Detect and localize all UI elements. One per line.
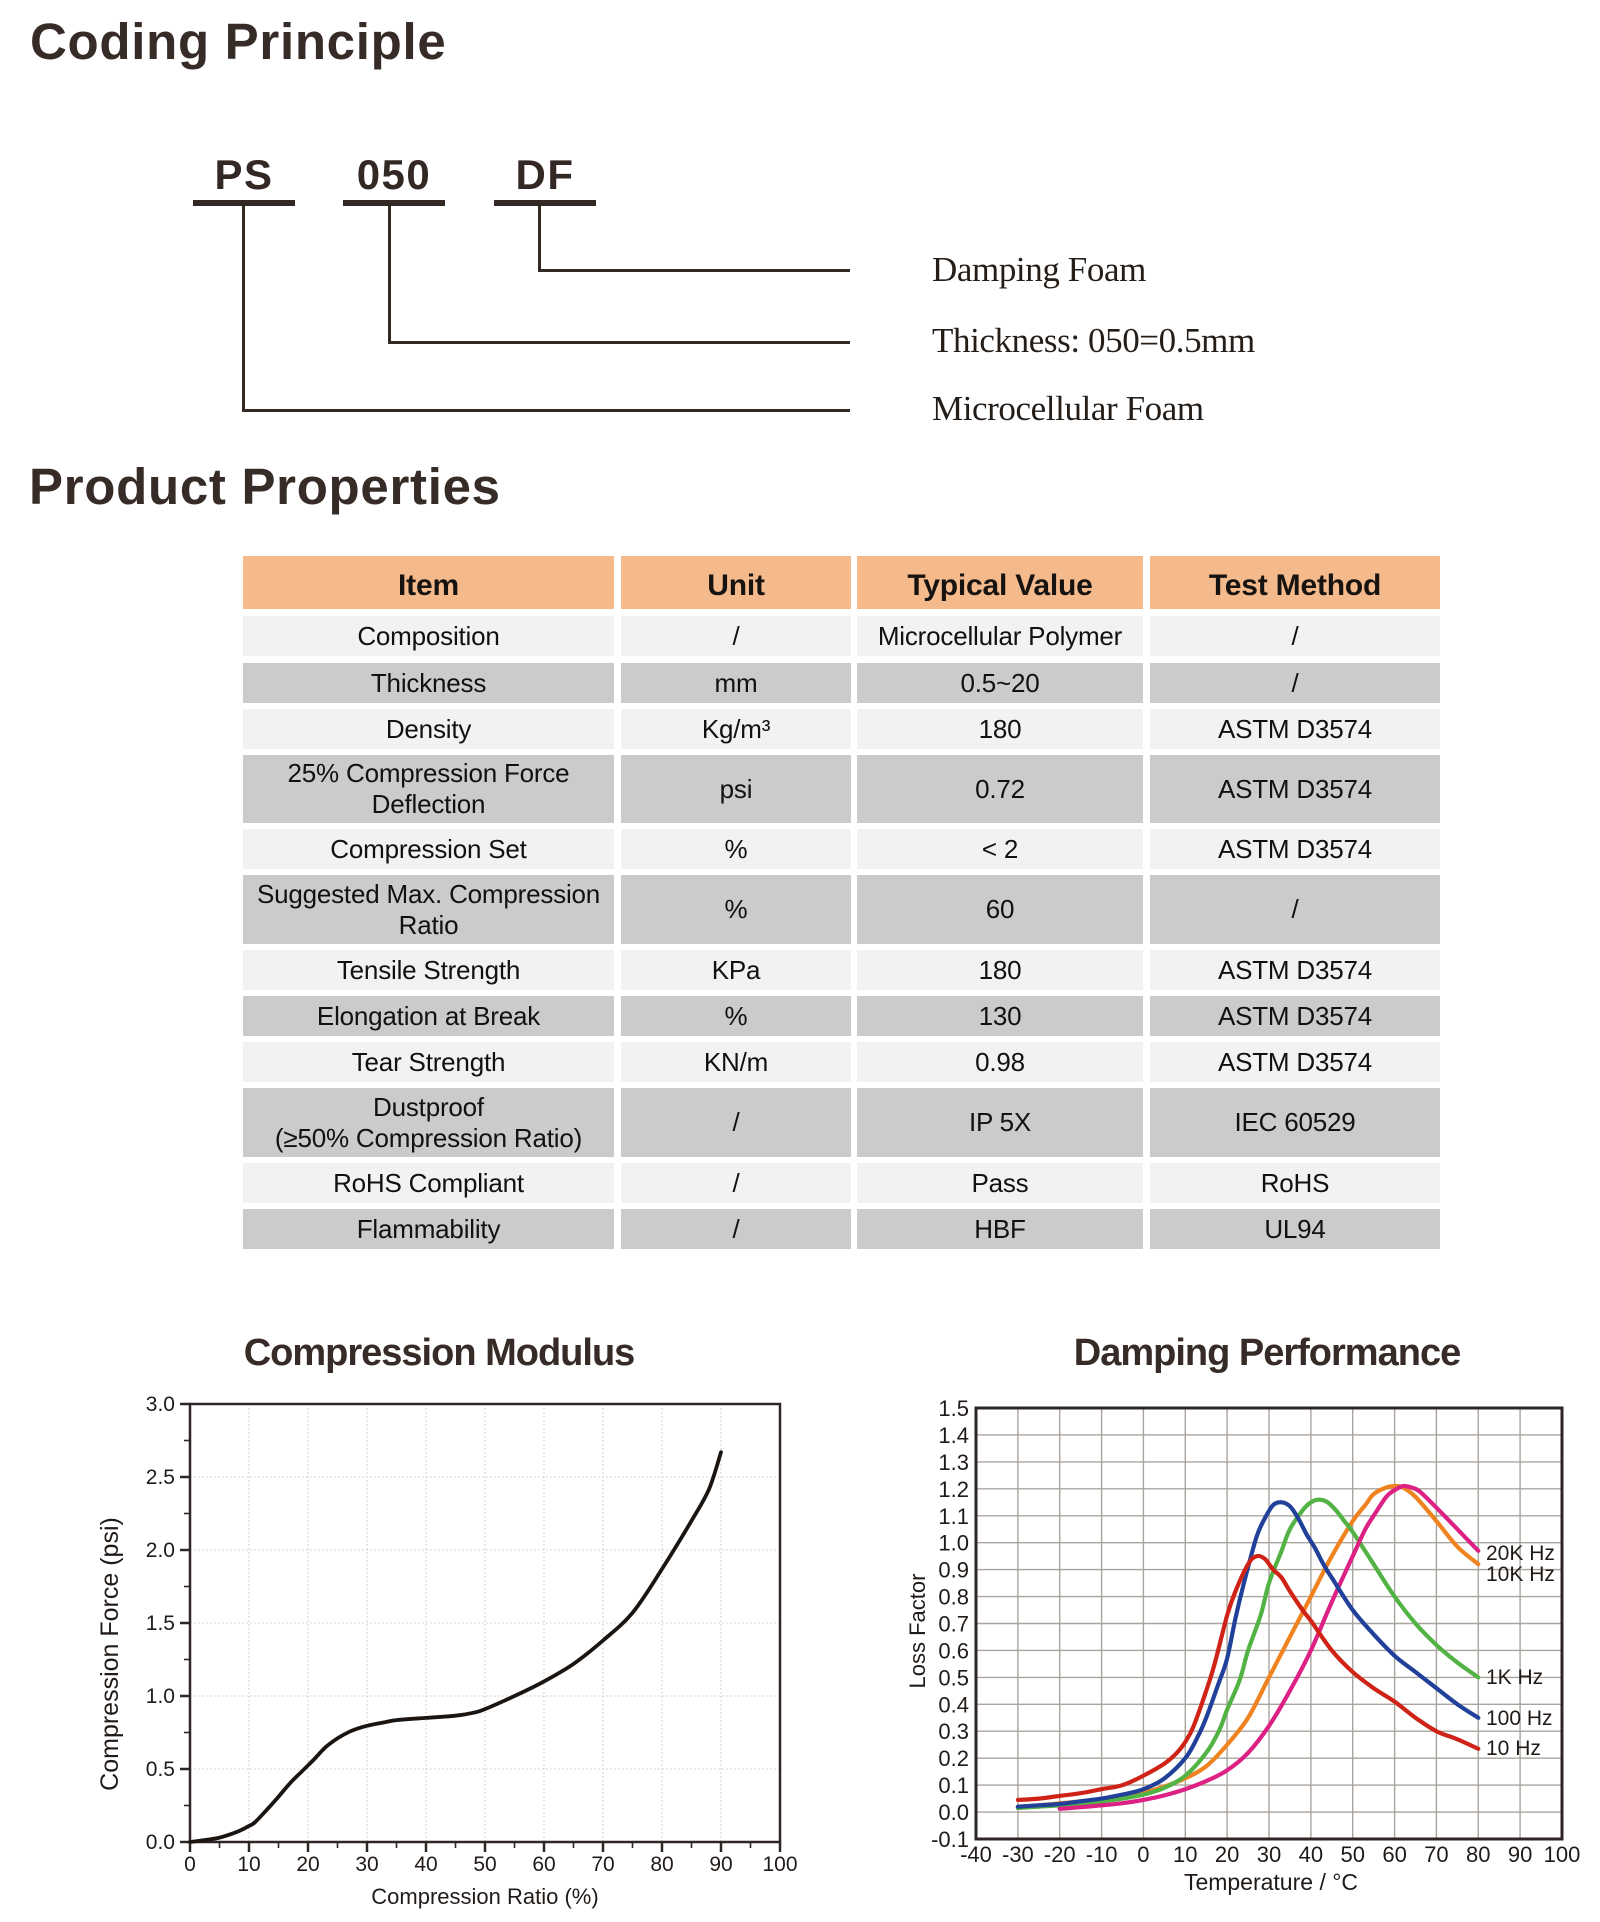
svg-text:0.1: 0.1 [938,1773,969,1798]
svg-text:0.3: 0.3 [938,1719,969,1744]
svg-text:90: 90 [709,1853,732,1876]
svg-text:10 Hz: 10 Hz [1486,1737,1541,1760]
svg-text:0.5: 0.5 [938,1665,969,1690]
svg-text:100: 100 [762,1853,797,1876]
svg-text:30: 30 [1257,1842,1281,1867]
svg-text:0.7: 0.7 [938,1612,969,1637]
svg-text:Compression Force (psi): Compression Force (psi) [96,1517,124,1791]
svg-text:20: 20 [1215,1842,1239,1867]
svg-text:20: 20 [296,1853,319,1876]
svg-text:1K Hz: 1K Hz [1486,1666,1543,1689]
svg-text:-0.1: -0.1 [931,1827,969,1852]
svg-text:1.4: 1.4 [938,1423,969,1448]
svg-text:-20: -20 [1044,1842,1076,1867]
svg-text:Loss Factor: Loss Factor [905,1574,930,1689]
svg-text:0.4: 0.4 [938,1692,969,1717]
svg-text:50: 50 [473,1853,496,1876]
svg-text:1.0: 1.0 [938,1531,969,1556]
svg-text:0.8: 0.8 [938,1585,969,1610]
svg-text:50: 50 [1340,1842,1364,1867]
svg-text:10: 10 [1173,1842,1197,1867]
svg-text:2.5: 2.5 [146,1466,175,1489]
svg-text:Compression Ratio (%): Compression Ratio (%) [371,1884,598,1909]
svg-text:100 Hz: 100 Hz [1486,1707,1553,1730]
svg-text:0.5: 0.5 [146,1758,175,1781]
svg-text:20K Hz: 20K Hz [1486,1542,1555,1565]
svg-text:70: 70 [1424,1842,1448,1867]
svg-text:Temperature / °C: Temperature / °C [1184,1869,1358,1895]
svg-text:1.1: 1.1 [938,1504,969,1529]
svg-text:1.5: 1.5 [146,1612,175,1635]
svg-text:0.2: 0.2 [938,1746,969,1771]
svg-text:-30: -30 [1002,1842,1034,1867]
svg-text:10: 10 [237,1853,260,1876]
svg-text:70: 70 [591,1853,614,1876]
svg-text:0.6: 0.6 [938,1638,969,1663]
svg-text:1.3: 1.3 [938,1450,969,1475]
svg-text:1.2: 1.2 [938,1477,969,1502]
svg-text:0.0: 0.0 [146,1831,175,1854]
svg-text:-10: -10 [1086,1842,1118,1867]
svg-text:-40: -40 [960,1842,992,1867]
svg-text:80: 80 [1466,1842,1490,1867]
svg-text:10K Hz: 10K Hz [1486,1563,1555,1586]
svg-text:80: 80 [650,1853,673,1876]
svg-text:100: 100 [1544,1842,1581,1867]
svg-text:90: 90 [1508,1842,1532,1867]
svg-text:40: 40 [1299,1842,1323,1867]
svg-text:0: 0 [184,1853,196,1876]
svg-text:0: 0 [1137,1842,1149,1867]
svg-text:1.0: 1.0 [146,1685,175,1708]
svg-text:1.5: 1.5 [938,1396,969,1421]
svg-text:60: 60 [1382,1842,1406,1867]
svg-text:3.0: 3.0 [146,1393,175,1416]
svg-text:0.0: 0.0 [938,1800,969,1825]
svg-text:0.9: 0.9 [938,1558,969,1583]
svg-text:60: 60 [532,1853,555,1876]
svg-text:30: 30 [355,1853,378,1876]
svg-text:40: 40 [414,1853,437,1876]
svg-text:2.0: 2.0 [146,1539,175,1562]
